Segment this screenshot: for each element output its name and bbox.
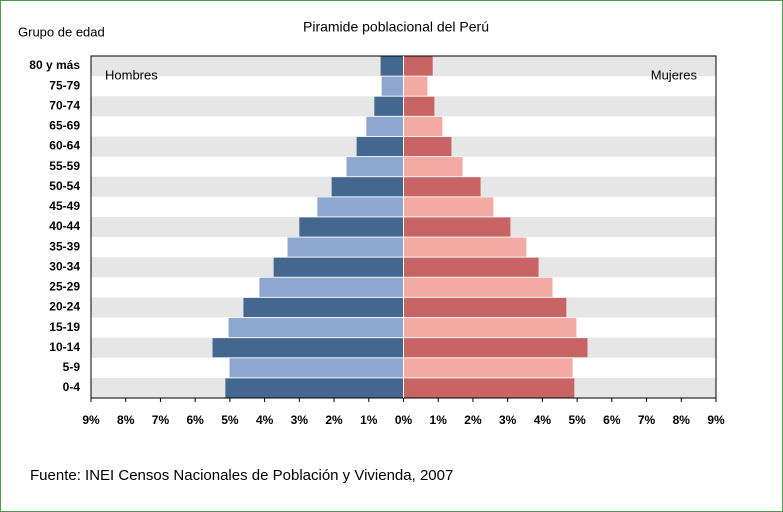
bar — [403, 257, 539, 277]
y-tick-label: 0-4 — [63, 380, 81, 394]
bar — [403, 136, 452, 157]
bar — [331, 177, 404, 197]
bar — [403, 157, 463, 177]
y-tick-label: 35-39 — [49, 239, 80, 253]
bar — [403, 56, 433, 76]
x-tick-label: 5% — [568, 413, 586, 427]
y-tick-label: 20-24 — [49, 300, 80, 314]
bar — [403, 338, 588, 358]
x-tick-label: 9% — [707, 413, 725, 427]
x-tick-label: 8% — [673, 413, 691, 427]
x-tick-label: 4% — [534, 413, 552, 427]
x-tick-label: 2% — [464, 413, 482, 427]
bar — [273, 257, 404, 277]
y-tick-label: 70-74 — [49, 98, 80, 112]
x-tick-label: 6% — [186, 413, 204, 427]
bar — [403, 237, 527, 257]
bar — [366, 116, 404, 136]
x-tick-label: 1% — [430, 413, 448, 427]
bar — [243, 297, 404, 318]
x-tick-label: 3% — [499, 413, 517, 427]
x-tick-label: 1% — [360, 413, 378, 427]
bar — [317, 197, 404, 217]
x-tick-label: 0% — [395, 413, 413, 427]
y-axis-label: Grupo de edad — [18, 24, 105, 39]
bar — [403, 378, 575, 398]
bar — [403, 76, 428, 96]
bar — [259, 277, 404, 297]
bar — [380, 56, 404, 76]
y-tick-label: 45-49 — [49, 199, 80, 213]
bar — [403, 318, 577, 338]
y-tick-label: 50-54 — [49, 179, 80, 193]
y-tick-label: 5-9 — [63, 360, 81, 374]
y-tick-label: 75-79 — [49, 78, 80, 92]
y-tick-label: 65-69 — [49, 119, 80, 133]
x-tick-label: 7% — [638, 413, 656, 427]
bar — [403, 358, 573, 378]
bar — [287, 237, 404, 257]
x-tick-label: 8% — [117, 413, 135, 427]
bar — [403, 116, 443, 136]
x-tick-label: 3% — [291, 413, 309, 427]
y-tick-label: 15-19 — [49, 320, 80, 334]
bar — [356, 136, 404, 157]
y-tick-label: 60-64 — [49, 139, 80, 153]
y-tick-label: 80 y más — [29, 58, 80, 72]
x-tick-label: 9% — [82, 413, 100, 427]
source: Fuente: INEI Censos Nacionales de Poblac… — [30, 467, 453, 484]
legend-label: Hombres — [105, 67, 158, 82]
x-tick-label: 7% — [152, 413, 170, 427]
x-tick-label: 2% — [325, 413, 343, 427]
y-tick-label: 55-59 — [49, 159, 80, 173]
legend-label: Mujeres — [651, 67, 698, 82]
bar — [403, 177, 481, 197]
bar — [346, 157, 404, 177]
y-tick-label: 10-14 — [49, 340, 80, 354]
bar — [403, 96, 435, 116]
y-tick-label: 25-29 — [49, 280, 80, 294]
chart-title: Piramide poblacional del Perú — [303, 19, 489, 35]
bar — [229, 358, 404, 378]
bar — [403, 297, 567, 318]
bar — [381, 76, 404, 96]
bar — [403, 217, 511, 237]
bar — [212, 338, 404, 358]
bar — [403, 197, 494, 217]
x-tick-label: 5% — [221, 413, 239, 427]
x-tick-label: 4% — [256, 413, 274, 427]
bar — [299, 217, 404, 237]
bar — [225, 378, 404, 398]
y-tick-label: 30-34 — [49, 259, 80, 273]
bar — [374, 96, 404, 116]
bar — [228, 318, 404, 338]
x-tick-label: 6% — [603, 413, 621, 427]
bar — [403, 277, 553, 297]
y-tick-label: 40-44 — [49, 219, 80, 233]
